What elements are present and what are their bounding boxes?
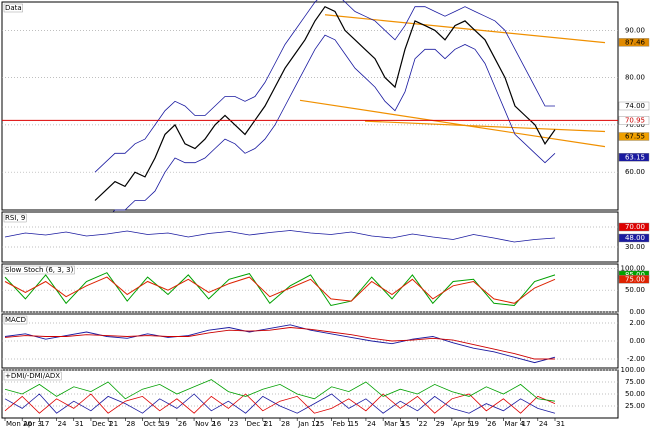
series-line bbox=[4, 276, 556, 304]
x-tick-label: 24 bbox=[367, 420, 376, 428]
y-tick-label: 70.00 bbox=[625, 121, 645, 129]
panel-frame bbox=[1, 263, 619, 313]
level-label: 75.00 bbox=[625, 275, 645, 283]
panel-title: RSI, 9 bbox=[5, 214, 25, 222]
x-tick-label: 17 bbox=[522, 420, 531, 428]
x-tick-label: Jan 11 bbox=[297, 420, 320, 428]
y-tick-label: -2.00 bbox=[627, 355, 645, 363]
x-tick-label: Mar 4 bbox=[504, 420, 524, 428]
panel-title: Slow Stoch (6, 3, 3) bbox=[5, 266, 74, 274]
y-tick-label: 2.00 bbox=[629, 319, 645, 327]
level-box bbox=[618, 275, 650, 284]
level-box bbox=[618, 153, 650, 162]
x-tick-label: Feb 1 bbox=[333, 420, 352, 428]
level-box bbox=[618, 233, 650, 243]
x-tick-label: 22 bbox=[419, 420, 428, 428]
x-tick-label: 15 bbox=[401, 420, 410, 428]
x-tick-label: 16 bbox=[212, 420, 221, 428]
x-tick-label: 19 bbox=[161, 420, 170, 428]
series-line bbox=[4, 393, 556, 414]
y-tick-label: 0.00 bbox=[629, 337, 645, 345]
x-tick-label: Apr 5 bbox=[453, 420, 472, 428]
x-tick-label: 31 bbox=[556, 420, 565, 428]
x-tick-label: 24 bbox=[539, 420, 548, 428]
trend-line bbox=[299, 99, 606, 148]
panel-frame bbox=[1, 369, 619, 419]
level-label: 85.00 bbox=[625, 271, 645, 279]
x-tick-label: 17 bbox=[40, 420, 49, 428]
x-tick-label: 23 bbox=[229, 420, 238, 428]
x-tick-label: Oct 5 bbox=[144, 420, 163, 428]
y-tick-label: 60.00 bbox=[625, 168, 645, 176]
series-line bbox=[4, 393, 556, 414]
y-tick-label: 0.00 bbox=[629, 308, 645, 316]
series-line bbox=[94, 0, 555, 173]
level-box bbox=[618, 222, 650, 232]
panel-title-box bbox=[3, 371, 62, 381]
x-tick-label: 25 bbox=[315, 420, 324, 428]
level-label: 67.55 bbox=[625, 132, 645, 140]
x-tick-label: Dec 7 bbox=[92, 420, 112, 428]
x-tick-label: Dec 7 bbox=[247, 420, 267, 428]
level-label: 74.00 bbox=[625, 102, 645, 110]
level-box bbox=[618, 38, 650, 47]
series-line bbox=[94, 5, 556, 201]
x-tick-label: Mon 20 bbox=[6, 420, 32, 428]
series-line bbox=[4, 230, 556, 243]
x-tick-label: 26 bbox=[487, 420, 496, 428]
level-label: 87.46 bbox=[625, 38, 646, 46]
y-tick-label: 75.00 bbox=[625, 378, 645, 386]
x-tick-label: Mar 3 bbox=[384, 420, 404, 428]
panel-title: MACD bbox=[5, 316, 26, 324]
y-tick-label: 80.00 bbox=[625, 74, 645, 82]
x-tick-label: 28 bbox=[126, 420, 135, 428]
x-tick-label: 15 bbox=[350, 420, 359, 428]
y-tick-label: 30.00 bbox=[625, 243, 645, 251]
series-line bbox=[4, 327, 555, 360]
x-tick-label: Apr 3 bbox=[23, 420, 42, 428]
x-tick-label: Nov 2 bbox=[195, 420, 215, 428]
x-tick-label: 28 bbox=[281, 420, 290, 428]
level-box bbox=[618, 101, 650, 111]
x-tick-label: 21 bbox=[109, 420, 118, 428]
panel-title: Data bbox=[5, 4, 22, 12]
panel-title-box bbox=[3, 3, 23, 13]
y-tick-label: 100.00 bbox=[621, 264, 646, 272]
level-label: 63.15 bbox=[625, 153, 645, 161]
y-tick-label: 25.00 bbox=[625, 402, 645, 410]
series-line bbox=[4, 272, 556, 307]
series-line bbox=[4, 379, 556, 402]
series-line bbox=[4, 324, 556, 364]
panel-title-box bbox=[3, 315, 28, 325]
panel-frame bbox=[1, 1, 619, 211]
panel-frame bbox=[1, 211, 619, 263]
panel-title-box bbox=[3, 265, 75, 275]
series-line bbox=[94, 34, 556, 230]
y-tick-label: 90.00 bbox=[625, 26, 645, 34]
y-tick-label: 50.00 bbox=[625, 286, 645, 294]
x-tick-label: 21 bbox=[264, 420, 273, 428]
level-box bbox=[618, 116, 650, 125]
x-tick-label: 19 bbox=[470, 420, 479, 428]
x-tick-label: 24 bbox=[58, 420, 67, 428]
x-tick-label: 31 bbox=[75, 420, 84, 428]
panel-title: +DMI/-DMI/ADX bbox=[5, 372, 60, 380]
y-tick-label: 50.00 bbox=[625, 390, 645, 398]
level-label: 70.95 bbox=[625, 116, 645, 124]
level-label: 48.00 bbox=[625, 234, 645, 242]
trend-line bbox=[364, 120, 606, 133]
x-tick-label: 29 bbox=[436, 420, 445, 428]
level-label: 70.00 bbox=[625, 223, 645, 231]
level-box bbox=[618, 132, 650, 141]
panel-title-box bbox=[3, 213, 27, 223]
x-tick-label: 26 bbox=[178, 420, 187, 428]
y-tick-label: 100.00 bbox=[621, 366, 646, 374]
